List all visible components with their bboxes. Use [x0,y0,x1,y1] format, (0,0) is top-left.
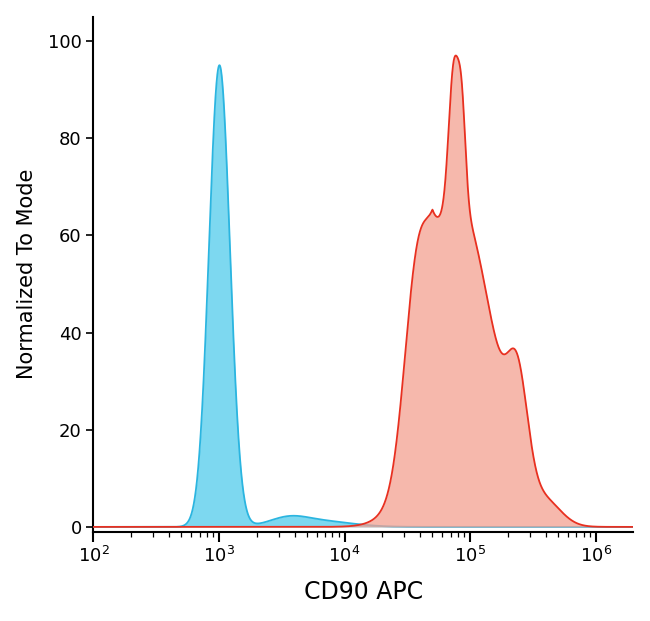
X-axis label: CD90 APC: CD90 APC [304,581,423,604]
Y-axis label: Normalized To Mode: Normalized To Mode [17,169,36,379]
